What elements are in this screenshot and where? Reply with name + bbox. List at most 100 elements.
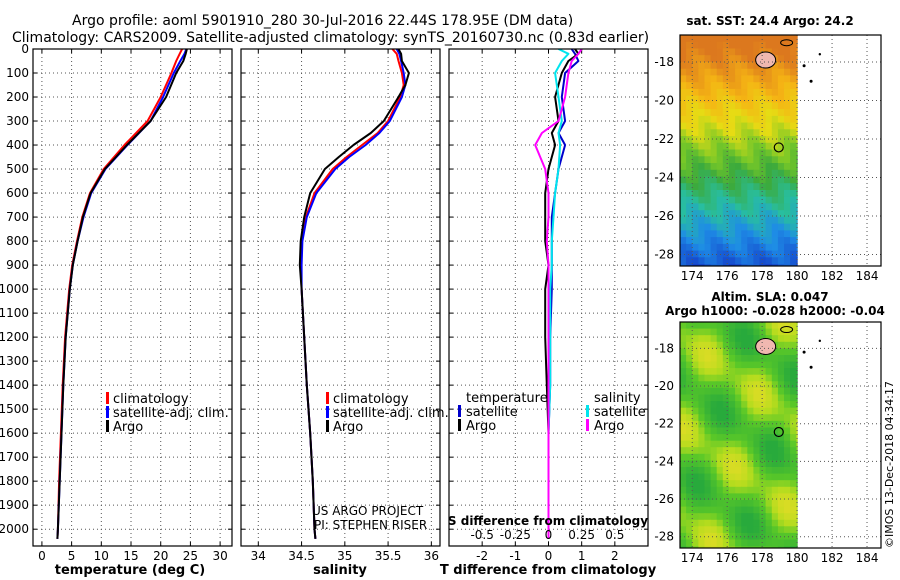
map-cell — [698, 216, 706, 225]
map-cell — [716, 35, 724, 43]
map-cell — [771, 546, 779, 548]
map-cell — [784, 440, 791, 448]
map-cell — [710, 243, 718, 252]
map-cell — [722, 264, 730, 266]
map-cell — [710, 109, 718, 117]
map-cell — [722, 88, 730, 97]
map-cell — [704, 102, 712, 110]
map-cell — [716, 513, 724, 521]
map-cell — [784, 169, 791, 178]
map-cell — [680, 55, 687, 63]
map-cell — [716, 169, 724, 178]
map-cell — [777, 387, 785, 396]
map-cell — [680, 169, 687, 178]
map-cell — [698, 122, 706, 130]
map-cell — [698, 440, 706, 448]
map-cell — [747, 75, 754, 83]
map-cell — [728, 414, 736, 422]
map-cell — [722, 387, 730, 396]
map-cell — [777, 381, 785, 389]
map-cell — [796, 142, 798, 151]
map-cell — [741, 102, 748, 110]
map-cell — [698, 420, 706, 429]
map-cell — [722, 513, 730, 521]
map-cell — [716, 230, 724, 238]
map-cell — [796, 440, 798, 448]
map-cell — [747, 95, 754, 103]
map-cell — [771, 532, 779, 541]
map-cell — [710, 35, 718, 43]
island-dot — [809, 365, 813, 369]
map-cell — [753, 216, 761, 225]
map-cell — [735, 361, 742, 369]
map-cell — [753, 519, 761, 527]
map-cell — [722, 355, 730, 363]
map-cell — [753, 322, 761, 330]
map-cell — [722, 434, 730, 442]
map-cell — [747, 414, 754, 422]
map-cell — [753, 243, 761, 252]
map-cell — [796, 129, 798, 137]
map-cell — [716, 387, 724, 396]
map-cell — [747, 156, 754, 164]
depth-tick-label: 1600 — [0, 426, 29, 440]
map-cell — [753, 35, 761, 43]
map-cell — [759, 210, 767, 218]
map-cell — [735, 500, 742, 508]
map-cell — [722, 546, 730, 548]
map-cell — [771, 41, 779, 49]
map-cell — [692, 62, 699, 70]
map-cell — [784, 539, 791, 547]
map-cell — [710, 467, 718, 475]
map-cell — [790, 374, 797, 382]
map-cell — [686, 526, 693, 534]
map-cell — [790, 368, 797, 376]
map-cell — [771, 460, 779, 468]
map-cell — [686, 35, 693, 43]
map-cell — [704, 237, 712, 245]
map-cell — [716, 196, 724, 204]
x-tick-label: 0 — [38, 549, 46, 563]
map-cell — [796, 48, 798, 56]
map-cell — [735, 328, 742, 336]
map-cell — [735, 427, 742, 435]
map-cell — [735, 526, 742, 534]
map-cell — [741, 62, 748, 70]
map-cell — [686, 136, 693, 144]
map-cell — [680, 190, 687, 198]
map-cell — [686, 374, 693, 382]
map-cell — [796, 368, 798, 376]
map-cell — [716, 519, 724, 527]
map-cell — [747, 480, 754, 488]
map-cell — [777, 169, 785, 178]
map-cell — [692, 539, 699, 547]
map-cell — [680, 129, 687, 137]
map-cell — [790, 237, 797, 245]
map-cell — [753, 381, 761, 389]
map-cell — [680, 493, 687, 501]
map-cell — [698, 526, 706, 534]
map-cell — [790, 453, 797, 461]
depth-tick-label: 1000 — [0, 282, 29, 296]
map-cell — [692, 473, 699, 481]
map-cell — [765, 163, 773, 171]
map-cell — [771, 322, 779, 330]
map-cell — [686, 368, 693, 376]
map-cell — [765, 169, 773, 178]
map-cell — [747, 88, 754, 97]
map-cell — [765, 257, 773, 265]
difference-panel: -2 -1 0 1 2 — [448, 48, 649, 563]
map-cell — [728, 407, 736, 415]
map-cell — [710, 434, 718, 442]
temperature-legend: climatology satellite-adj. clim. Argo — [106, 392, 229, 435]
map-cell — [698, 243, 706, 252]
map-cell — [790, 163, 797, 171]
map-cell — [753, 401, 761, 409]
map-cell — [704, 368, 712, 376]
map-cell — [680, 88, 687, 97]
map-cell — [698, 75, 706, 83]
map-cell — [735, 210, 742, 218]
map-cell — [784, 216, 791, 225]
map-cell — [753, 190, 761, 198]
